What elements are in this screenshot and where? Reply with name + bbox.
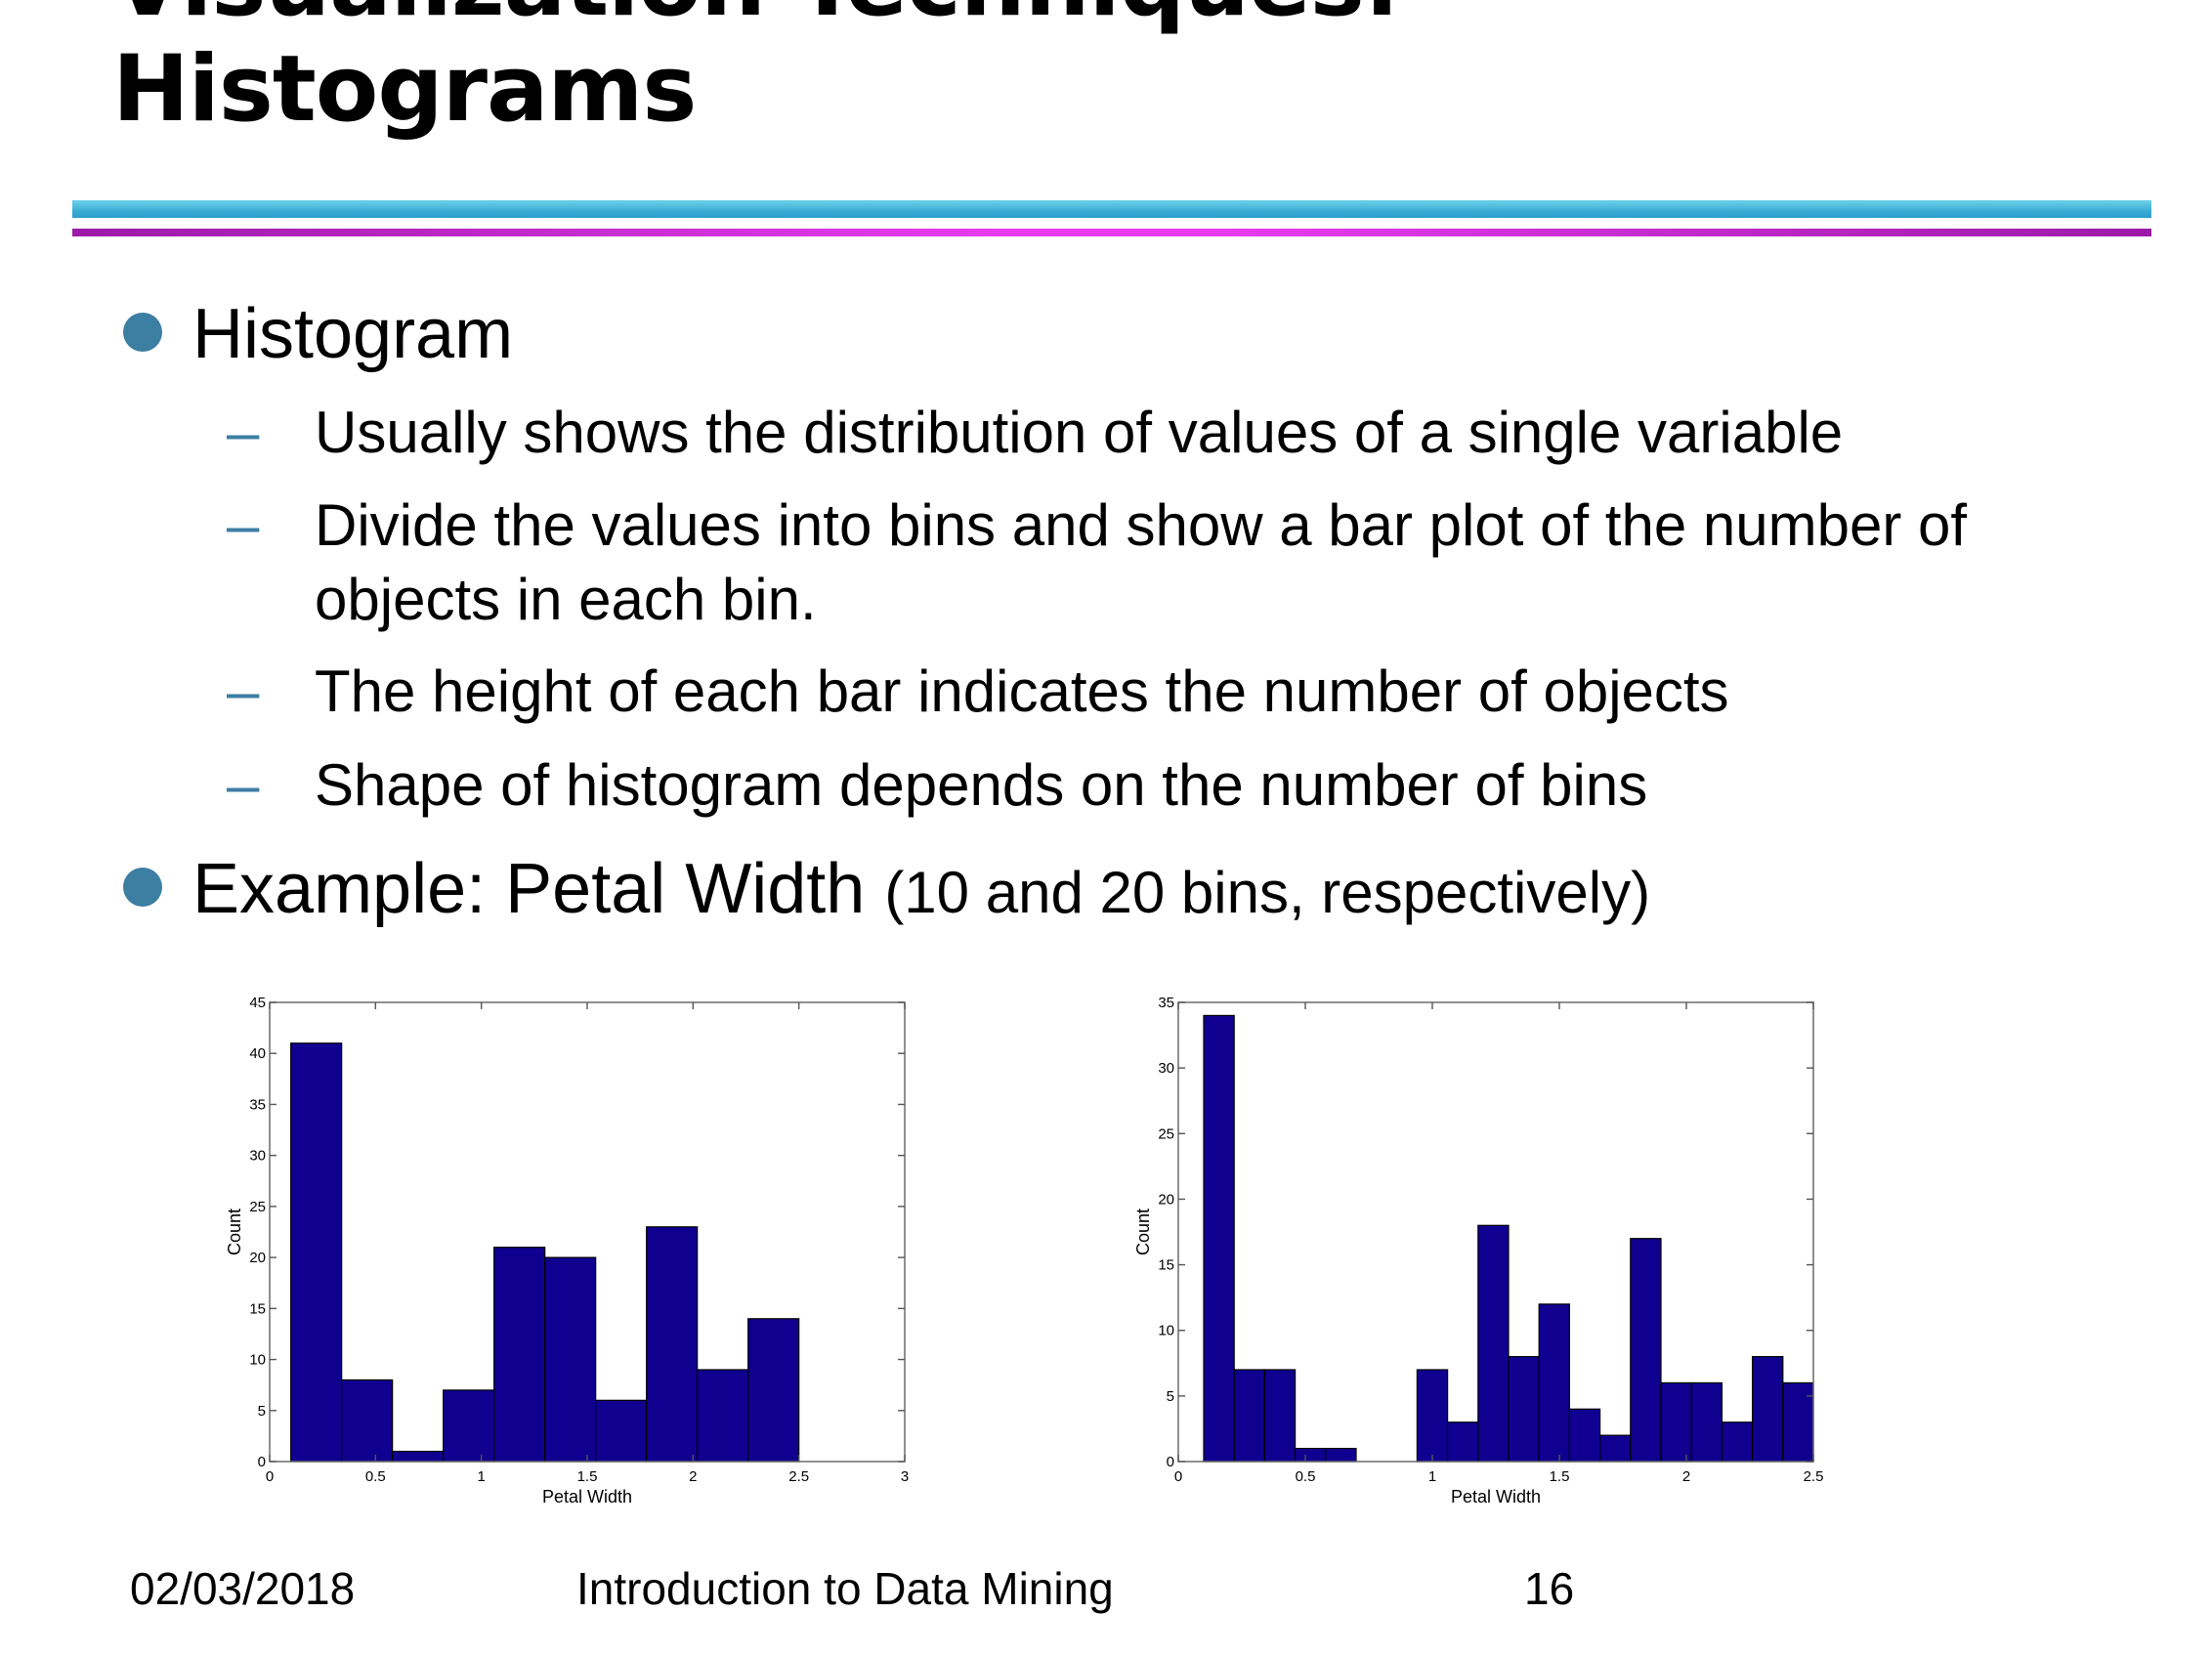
y-tick-label: 35	[249, 1096, 266, 1113]
histogram-bar	[1263, 1369, 1297, 1463]
sub-bullet-2: – Divide the values into bins and show a…	[227, 488, 1968, 563]
dash-icon: –	[227, 658, 260, 724]
y-tick-label: 20	[249, 1250, 266, 1266]
y-tick-label: 45	[249, 995, 266, 1011]
histogram-bar	[1416, 1369, 1449, 1463]
bullet-dot-icon	[123, 868, 162, 907]
sub-bullet-text: Shape of histogram depends on the number…	[315, 752, 1648, 818]
histogram-bar	[1660, 1381, 1692, 1463]
y-axis-label: Count	[1133, 1209, 1153, 1255]
footer-course: Introduction to Data Mining	[576, 1563, 1114, 1614]
y-tick-label: 35	[1158, 995, 1174, 1011]
x-tick-label: 2	[689, 1468, 697, 1485]
dash-icon: –	[227, 492, 260, 558]
histogram-bar	[290, 1042, 343, 1463]
y-tick-label: 0	[1167, 1454, 1174, 1470]
histogram-bar	[392, 1450, 445, 1463]
x-tick-label: 1	[1428, 1468, 1436, 1485]
x-tick-label: 3	[901, 1468, 909, 1485]
histogram-bar	[493, 1247, 546, 1463]
histogram-bar	[1751, 1355, 1784, 1463]
y-tick-label: 30	[249, 1148, 266, 1165]
y-tick-label: 10	[1158, 1323, 1174, 1339]
histogram-bar	[1690, 1381, 1723, 1463]
histogram-20-bins: 0 0.5 1 1.5 2 2.5 0 5 10 15 20 25 30 35 Petal Width Cou…	[1133, 995, 1824, 1506]
y-tick-label: 20	[1158, 1191, 1174, 1208]
histogram-bar	[1447, 1422, 1479, 1463]
x-tick-label: 0	[1174, 1468, 1182, 1485]
histogram-bar	[1203, 1014, 1235, 1463]
histogram-bar	[1782, 1381, 1814, 1463]
histogram-bar	[1233, 1369, 1265, 1463]
slide-title-line-1: Visualization Techniques:	[112, 0, 1400, 37]
y-tick-label: 30	[1158, 1060, 1174, 1077]
x-tick-label: 2.5	[788, 1468, 809, 1485]
sub-bullet-text: Divide the values into bins and show a b…	[315, 492, 1968, 558]
histogram-bar	[341, 1379, 394, 1463]
plot-frame	[1177, 1001, 1814, 1463]
histogram-bar	[595, 1399, 648, 1463]
x-axis-label: Petal Width	[542, 1487, 632, 1506]
bullet-text: Histogram	[192, 295, 514, 373]
sub-bullet-1: – Usually shows the distribution of valu…	[227, 396, 1844, 470]
y-tick-label: 15	[249, 1300, 266, 1317]
bullet-dot-icon	[123, 313, 162, 352]
title-rule-magenta	[72, 229, 2151, 236]
histogram-bar	[646, 1226, 699, 1463]
histogram-bar	[1508, 1355, 1540, 1463]
footer-date: 02/03/2018	[130, 1563, 356, 1614]
histogram-bar	[697, 1369, 749, 1463]
x-tick-label: 2	[1682, 1468, 1690, 1485]
histogram-bar	[544, 1256, 597, 1463]
x-tick-label: 2.5	[1804, 1468, 1824, 1485]
dash-icon: –	[227, 752, 260, 818]
sub-bullet-text: Usually shows the distribution of values…	[315, 400, 1844, 465]
x-tick-label: 0	[266, 1468, 274, 1485]
sub-bullet-text: objects in each bin.	[315, 567, 817, 632]
y-tick-label: 25	[1158, 1125, 1174, 1142]
y-tick-label: 15	[1158, 1257, 1174, 1274]
bullet-histogram: Histogram	[123, 293, 514, 375]
histogram-bar	[1325, 1447, 1357, 1463]
slide-title-line-2: Histograms	[112, 36, 697, 143]
x-tick-label: 0.5	[365, 1468, 386, 1485]
y-axis-label: Count	[225, 1209, 244, 1255]
y-tick-label: 40	[249, 1045, 266, 1062]
y-tick-label: 0	[258, 1454, 266, 1470]
x-axis-label: Petal Width	[1451, 1487, 1541, 1506]
sub-bullet-text: The height of each bar indicates the num…	[315, 658, 1729, 724]
dash-icon: –	[227, 400, 260, 465]
sub-bullet-3: – The height of each bar indicates the n…	[227, 655, 1729, 729]
histogram-bar	[1538, 1303, 1571, 1463]
x-tick-label: 1	[477, 1468, 485, 1485]
x-tick-label: 0.5	[1296, 1468, 1316, 1485]
y-tick-label: 5	[258, 1403, 266, 1420]
histogram-bar	[1721, 1422, 1754, 1463]
bullet-example: Example: Petal Width (10 and 20 bins, re…	[123, 848, 1651, 934]
histogram-bar	[1477, 1224, 1510, 1463]
sub-bullet-4: – Shape of histogram depends on the numb…	[227, 748, 1648, 823]
sub-bullet-2-continued: objects in each bin.	[315, 563, 817, 637]
title-rule-blue	[72, 200, 2151, 218]
histogram-bar	[1568, 1408, 1601, 1463]
footer-page-number: 16	[1524, 1563, 1575, 1614]
bullet-text: Example: Petal Width	[192, 850, 866, 928]
histogram-bar	[747, 1318, 800, 1463]
y-tick-label: 5	[1167, 1388, 1174, 1405]
histogram-bar	[1295, 1447, 1327, 1463]
x-tick-label: 1.5	[577, 1468, 598, 1485]
slide-title: Visualization Techniques: Histograms	[112, 0, 1400, 143]
y-tick-label: 10	[249, 1352, 266, 1369]
y-tick-label: 25	[249, 1199, 266, 1215]
histogram-bar	[1630, 1238, 1662, 1463]
histogram-bar	[443, 1389, 495, 1463]
x-tick-label: 1.5	[1550, 1468, 1570, 1485]
histogram-bar	[1599, 1434, 1632, 1463]
bullet-note: (10 and 20 bins, respectively)	[884, 860, 1651, 925]
